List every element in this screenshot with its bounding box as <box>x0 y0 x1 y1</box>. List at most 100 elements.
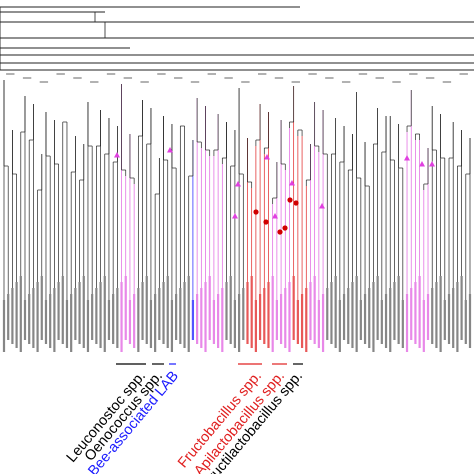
leaf-label <box>162 282 165 344</box>
leaf-label <box>57 282 60 340</box>
leaf-label <box>128 300 132 344</box>
leaf-label <box>133 294 136 348</box>
leaf-label <box>124 276 127 340</box>
leaf-label <box>65 300 69 348</box>
leaf-label <box>78 282 81 344</box>
leaf-label <box>44 300 48 344</box>
triangle-marker-icon <box>264 154 270 160</box>
leaf-label <box>107 300 111 340</box>
leaf-label <box>95 288 98 344</box>
leaf-label <box>166 276 169 348</box>
leaf-label <box>292 276 295 340</box>
triangle-marker-icon <box>289 180 295 186</box>
leaf-label <box>233 300 237 348</box>
leaf-label <box>452 288 455 348</box>
leaf-label <box>342 294 346 340</box>
leaf-label <box>11 288 14 344</box>
leaf-label <box>426 294 430 340</box>
leaf-labels <box>2 276 472 352</box>
leaf-label <box>145 276 148 344</box>
leaf-label <box>217 294 220 348</box>
leaf-label <box>284 288 287 348</box>
leaf-label <box>313 276 316 344</box>
leaf-label <box>191 300 195 340</box>
leaf-label <box>196 294 199 344</box>
leaf-label <box>208 276 211 340</box>
leaf-label <box>212 300 216 344</box>
leaf-label <box>86 300 90 352</box>
leaf-label <box>137 288 140 352</box>
leaf-label <box>246 282 249 344</box>
leaf-label <box>410 288 413 340</box>
leaf-label <box>431 288 434 344</box>
leaf-label <box>141 282 144 340</box>
leaf-label <box>237 294 241 352</box>
leaf-label <box>443 300 446 340</box>
leaf-label <box>7 294 10 340</box>
triangle-marker-icon <box>167 147 173 153</box>
leaf-label <box>40 276 43 340</box>
leaf-label <box>279 294 283 344</box>
circle-marker-icon <box>253 209 259 215</box>
leaf-label <box>258 294 262 340</box>
leaf-label <box>393 282 396 340</box>
leaf-label <box>242 288 245 340</box>
leaf-label <box>397 276 400 344</box>
leaf-label <box>468 294 472 348</box>
leaf-label <box>28 294 31 344</box>
leaf-label <box>36 282 39 352</box>
leaf-label <box>70 294 73 352</box>
leaf-label <box>355 276 358 352</box>
leaf-label <box>250 276 253 348</box>
leaf-label <box>456 282 459 352</box>
leaf-label <box>221 288 224 352</box>
leaf-label <box>414 282 417 344</box>
tree-branches <box>0 6 474 300</box>
circle-marker-icon <box>282 225 288 231</box>
leaf-label <box>154 294 157 352</box>
leaf-label <box>422 300 425 352</box>
triangle-marker-icon <box>319 203 325 209</box>
leaf-label <box>351 282 354 348</box>
leaf-label <box>275 300 278 340</box>
leaf-label <box>82 276 85 348</box>
leaf-label <box>120 282 123 352</box>
leaf-label <box>19 276 22 352</box>
leaf-label <box>103 276 106 352</box>
leaf-label <box>254 300 257 352</box>
triangle-marker-icon <box>235 181 241 187</box>
leaf-label <box>359 300 362 340</box>
leaf-label <box>368 288 371 348</box>
leaf-label <box>300 294 304 348</box>
circle-marker-icon <box>263 219 269 225</box>
leaf-label <box>2 300 6 352</box>
circle-marker-icon <box>277 229 283 235</box>
leaf-label <box>112 294 115 344</box>
leaf-label <box>183 282 186 348</box>
leaf-label <box>170 300 174 352</box>
leaf-label <box>380 300 383 344</box>
leaf-label <box>15 282 18 348</box>
leaf-label <box>23 300 27 340</box>
leaf-label <box>405 294 409 352</box>
leaf-label <box>271 276 274 352</box>
leaf-label <box>179 288 182 344</box>
leaf-label <box>99 282 102 348</box>
leaf-label <box>288 282 291 352</box>
leaf-label <box>363 294 367 344</box>
leaf-label <box>372 282 375 352</box>
leaf-label <box>296 300 299 344</box>
leaf-label <box>376 276 379 340</box>
leaf-label <box>116 288 119 348</box>
triangle-marker-icon <box>232 213 238 219</box>
leaf-label <box>229 276 232 344</box>
triangle-marker-icon <box>419 161 425 167</box>
triangle-marker-icon <box>429 161 435 167</box>
leaf-label <box>32 288 35 348</box>
leaf-label <box>175 294 178 340</box>
leaf-label <box>460 276 463 340</box>
triangle-marker-icon <box>114 152 120 158</box>
leaf-label <box>464 300 467 344</box>
leaf-label <box>49 294 52 348</box>
